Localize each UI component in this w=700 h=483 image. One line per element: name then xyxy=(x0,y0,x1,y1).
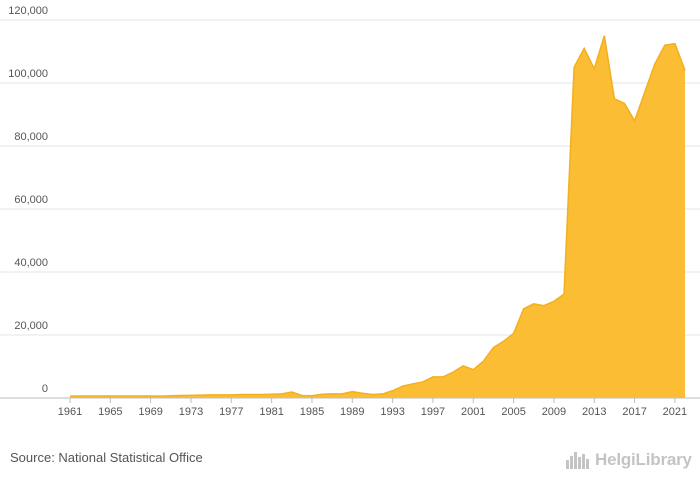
y-tick-label: 80,000 xyxy=(14,131,48,143)
x-tick-label: 1973 xyxy=(179,406,203,418)
y-tick-label: 60,000 xyxy=(14,194,48,206)
x-tick-label: 1977 xyxy=(219,406,243,418)
area-chart: 020,00040,00060,00080,000100,000120,000 … xyxy=(0,5,700,418)
x-tick-label: 1985 xyxy=(300,406,324,418)
x-tick-label: 2005 xyxy=(501,406,525,418)
y-tick-label: 100,000 xyxy=(8,68,48,80)
logo-text: HelgiLibrary xyxy=(595,450,692,469)
x-tick-label: 2021 xyxy=(663,406,687,418)
series-area-fill xyxy=(70,35,685,398)
x-tick-label: 1989 xyxy=(340,406,364,418)
y-tick-label: 0 xyxy=(42,383,48,395)
y-tick-label: 20,000 xyxy=(14,320,48,332)
y-tick-label: 120,000 xyxy=(8,5,48,17)
x-tick-label: 1981 xyxy=(259,406,283,418)
x-axis-ticks: 1961 1965 1969 1973 1977 1981 1985 1989 1993 1997… xyxy=(58,398,687,418)
x-tick-label: 1969 xyxy=(138,406,162,418)
y-axis-ticks: 0 20,000 40,000 60,000 80,000 100,000 120,000 xyxy=(8,5,48,395)
x-tick-label: 1965 xyxy=(98,406,122,418)
x-tick-label: 1997 xyxy=(421,406,445,418)
x-tick-label: 2001 xyxy=(461,406,485,418)
x-tick-label: 2013 xyxy=(582,406,606,418)
city-skyline-icon xyxy=(566,452,589,469)
helgilibrary-logo: HelgiLibrary xyxy=(566,449,692,471)
source-note: Source: National Statistical Office xyxy=(10,450,203,465)
series-line xyxy=(69,35,686,397)
x-tick-label: 1961 xyxy=(58,406,82,418)
x-tick-label: 2009 xyxy=(542,406,566,418)
x-tick-label: 2017 xyxy=(622,406,646,418)
x-tick-label: 1993 xyxy=(380,406,404,418)
series-area xyxy=(69,35,686,398)
y-tick-label: 40,000 xyxy=(14,257,48,269)
gridlines xyxy=(0,19,700,399)
